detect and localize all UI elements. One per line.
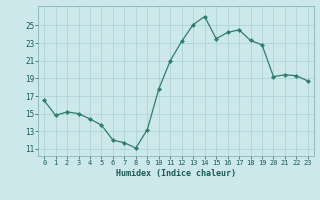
X-axis label: Humidex (Indice chaleur): Humidex (Indice chaleur) [116,169,236,178]
